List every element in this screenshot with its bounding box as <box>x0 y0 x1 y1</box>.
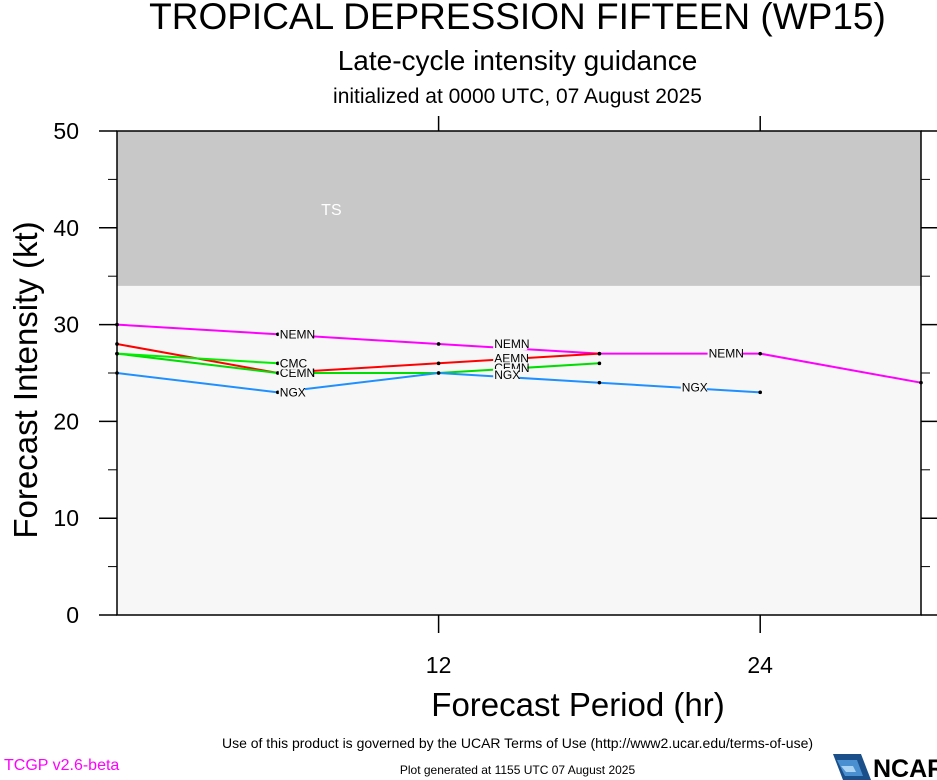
model-label-nemn: NEMN <box>280 327 315 341</box>
model-label-nemn: NEMN <box>709 347 744 361</box>
model-label-aemn: AEMN <box>494 351 529 365</box>
data-point-nemn <box>115 322 119 327</box>
data-point-aemn <box>115 342 119 346</box>
model-label-ngx: NGX <box>494 368 520 382</box>
initialized-time: initialized at 0000 UTC, 07 August 2025 <box>333 85 702 108</box>
model-label-bg-ngx <box>680 381 707 394</box>
model-label-ngx: NGX <box>682 381 708 395</box>
intensity-band-ts <box>117 131 921 286</box>
version-label: TCGP v2.6-beta <box>4 757 120 774</box>
data-point-aemn <box>597 351 602 356</box>
data-point-ngx <box>276 390 280 395</box>
y-axis-label: Forecast Intensity (kt) <box>7 221 44 539</box>
model-label-bg-ngx <box>493 368 520 381</box>
model-label-bg-nemn <box>493 337 528 350</box>
data-point-ngx <box>597 380 602 385</box>
ncar-logo: NCAR <box>833 754 937 780</box>
data-point-ngx <box>115 371 119 375</box>
y-tick-label: 40 <box>53 215 79 241</box>
chart-subtitle: Late-cycle intensity guidance <box>337 45 698 76</box>
data-point-cmc <box>115 351 119 356</box>
model-label-nemn: NEMN <box>494 337 529 351</box>
model-label-bg-ngx <box>278 386 305 399</box>
model-label-bg-cemn <box>278 367 313 379</box>
band-label-ts: TS <box>321 202 341 219</box>
y-tick-label: 30 <box>53 312 79 338</box>
y-tick-label: 20 <box>53 408 79 434</box>
data-point-nemn <box>758 351 762 356</box>
x-tick-label: 24 <box>747 652 773 678</box>
x-axis-label: Forecast Period (hr) <box>431 686 725 723</box>
data-point-cemn <box>276 371 280 375</box>
model-label-bg-cmc <box>278 357 305 370</box>
model-label-cmc: CMC <box>280 356 308 370</box>
svg-text:NCAR: NCAR <box>873 755 937 780</box>
series-line-cmc <box>116 352 278 365</box>
data-point-cmc <box>276 361 280 366</box>
model-label-bg-nemn <box>707 347 742 360</box>
x-tick-label: 12 <box>426 652 452 678</box>
data-point-aemn <box>436 361 441 366</box>
model-label-bg-nemn <box>278 328 313 341</box>
terms-of-use-text: Use of this product is governed by the U… <box>221 735 814 751</box>
model-label-bg-aemn <box>493 352 528 365</box>
data-point-ngx <box>758 390 762 395</box>
data-point-nemn <box>276 332 280 337</box>
generated-time: Plot generated at 1155 UTC 07 August 202… <box>399 763 636 777</box>
y-tick-label: 50 <box>53 118 79 144</box>
model-label-cemn: CEMN <box>280 366 315 380</box>
model-label-ngx: NGX <box>280 385 306 399</box>
data-point-nemn <box>436 342 441 346</box>
y-tick-label: 10 <box>53 505 79 531</box>
data-point-cemn <box>597 361 602 366</box>
data-point-ngx <box>436 371 441 375</box>
chart-title: TROPICAL DEPRESSION FIFTEEN (WP15) <box>149 0 886 37</box>
y-tick-label: 0 <box>66 602 79 628</box>
data-point-nemn <box>919 380 923 385</box>
